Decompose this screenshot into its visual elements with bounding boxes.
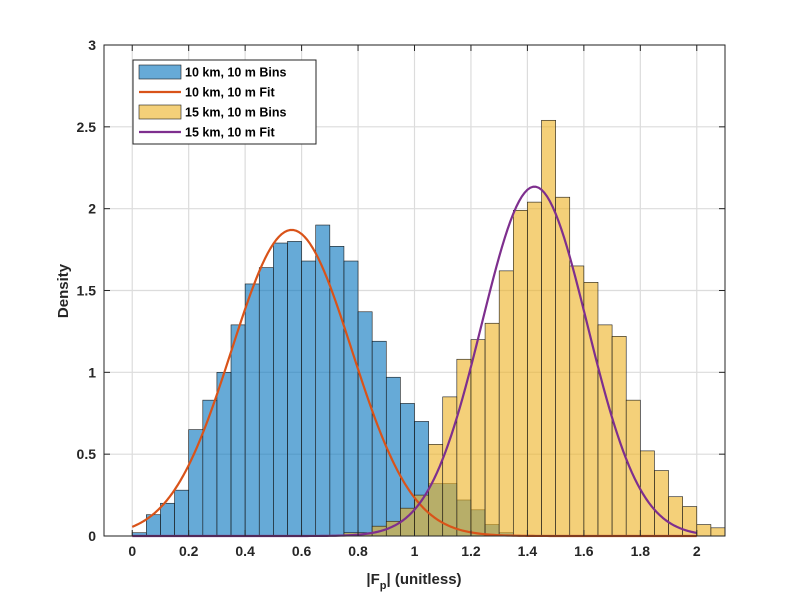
histogram-bar: [512, 210, 528, 537]
histogram-bar: [244, 283, 260, 537]
histogram-bar: [216, 372, 232, 537]
histogram-bar: [442, 396, 458, 537]
legend-label: 15 km, 10 m Bins: [185, 106, 286, 120]
x-tick-label: 0: [128, 543, 136, 559]
histogram-bar: [258, 267, 274, 537]
x-tick-label: 0.6: [292, 543, 312, 559]
y-tick-label: 2: [88, 201, 96, 217]
histogram-bar: [611, 336, 627, 537]
x-tick-label: 1.6: [574, 543, 594, 559]
histogram-bar: [385, 376, 401, 537]
x-axis-label: |Fp| (unitless): [366, 571, 461, 592]
legend-label: 15 km, 10 m Fit: [185, 126, 275, 140]
y-tick-label: 1: [88, 364, 96, 380]
histogram-bar: [484, 322, 500, 537]
histogram-bar: [456, 358, 472, 537]
histogram-bar: [498, 270, 514, 537]
x-tick-label: 0.8: [348, 543, 368, 559]
legend-entries: 10 km, 10 m Bins 10 km, 10 m Fit 15 km, 10…: [138, 64, 286, 140]
y-tick-label: 0.5: [77, 446, 97, 462]
histogram-bar: [470, 339, 486, 537]
legend-swatch: [138, 64, 182, 80]
x-tick-label: 0.2: [179, 543, 199, 559]
histogram-bar: [287, 241, 302, 537]
x-tick-label: 1.4: [518, 543, 538, 559]
histogram-bar: [273, 242, 288, 537]
histogram-bar: [710, 527, 726, 537]
x-tick-label: 2: [693, 543, 701, 559]
legend-label: 10 km, 10 m Bins: [185, 66, 286, 80]
histogram-bar: [202, 399, 218, 537]
legend-swatch: [138, 104, 182, 120]
y-tick-label: 1.5: [77, 283, 97, 299]
y-tick-label: 2.5: [77, 119, 97, 135]
histogram-bar: [597, 324, 613, 537]
x-axis-label-subscript: p: [380, 580, 387, 592]
legend: 10 km, 10 m Bins 10 km, 10 m Fit 15 km, 10…: [132, 59, 317, 145]
histogram-bar: [357, 311, 373, 537]
histogram-bar: [343, 260, 359, 537]
y-tick-label: 0: [88, 528, 96, 544]
histogram-bar: [625, 399, 641, 537]
histogram-bar: [371, 340, 387, 537]
axis-ticks: 0 0.2 0.4 0.6 0.8 1 1.2 1.4 1.6 1.8 2 0 0.5 1 1.5 2 2.5 3: [77, 37, 725, 559]
histogram-bar: [668, 496, 683, 537]
histogram-bar: [188, 429, 204, 537]
x-tick-label: 1.8: [631, 543, 651, 559]
histogram-bar: [654, 470, 669, 537]
histogram-bar: [527, 201, 542, 537]
histogram-bar: [160, 502, 175, 537]
histogram-bar: [315, 224, 331, 537]
histogram-bar: [696, 524, 712, 537]
histogram-bar: [541, 119, 556, 537]
x-tick-label: 0.4: [235, 543, 255, 559]
histogram-bar: [174, 489, 189, 537]
y-axis-label: Density: [55, 263, 72, 318]
x-tick-label: 1.2: [461, 543, 481, 559]
y-tick-label: 3: [88, 37, 96, 53]
histogram-bar: [230, 324, 246, 537]
legend-label: 10 km, 10 m Fit: [185, 86, 275, 100]
x-tick-label: 1: [411, 543, 419, 559]
histogram-bar: [301, 260, 317, 537]
